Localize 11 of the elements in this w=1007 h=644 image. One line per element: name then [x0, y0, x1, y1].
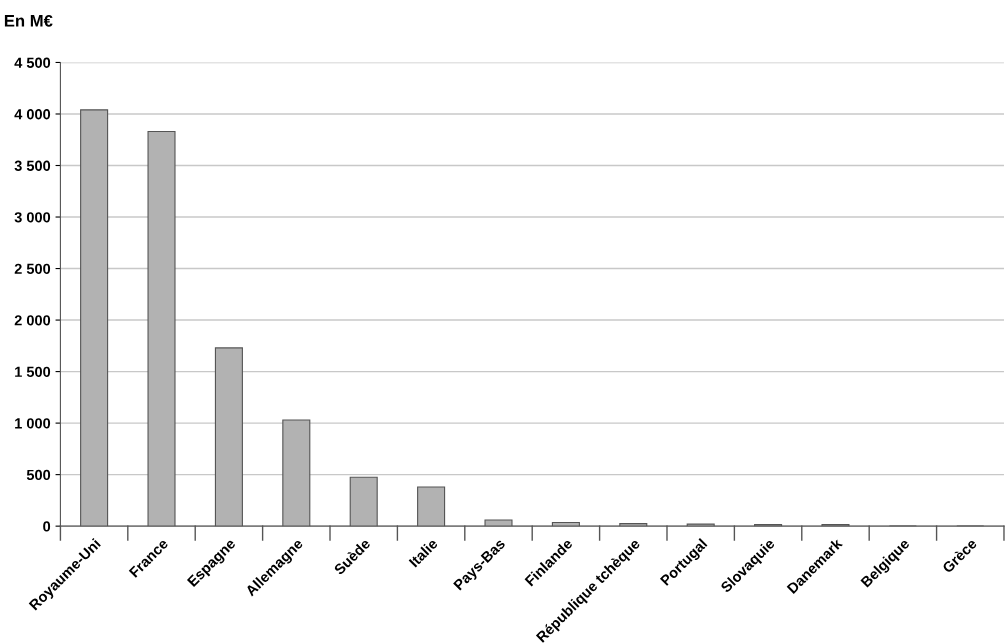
y-tick-label: 1 500: [15, 366, 51, 378]
y-tick-label: 0: [43, 521, 51, 532]
y-tick-label: 3 000: [14, 212, 51, 223]
y-tick-label: 1 000: [15, 418, 51, 429]
y-tick-label: 4 500: [14, 57, 51, 68]
y-tick-label: 500: [26, 469, 51, 481]
y-tick-label: 2 500: [14, 263, 51, 274]
y-tick-label: 3 500: [14, 160, 51, 171]
y-tick-label: 2 000: [14, 315, 51, 326]
y-tick-label: 4 000: [14, 109, 51, 120]
y-axis-title: En M€: [4, 14, 53, 27]
